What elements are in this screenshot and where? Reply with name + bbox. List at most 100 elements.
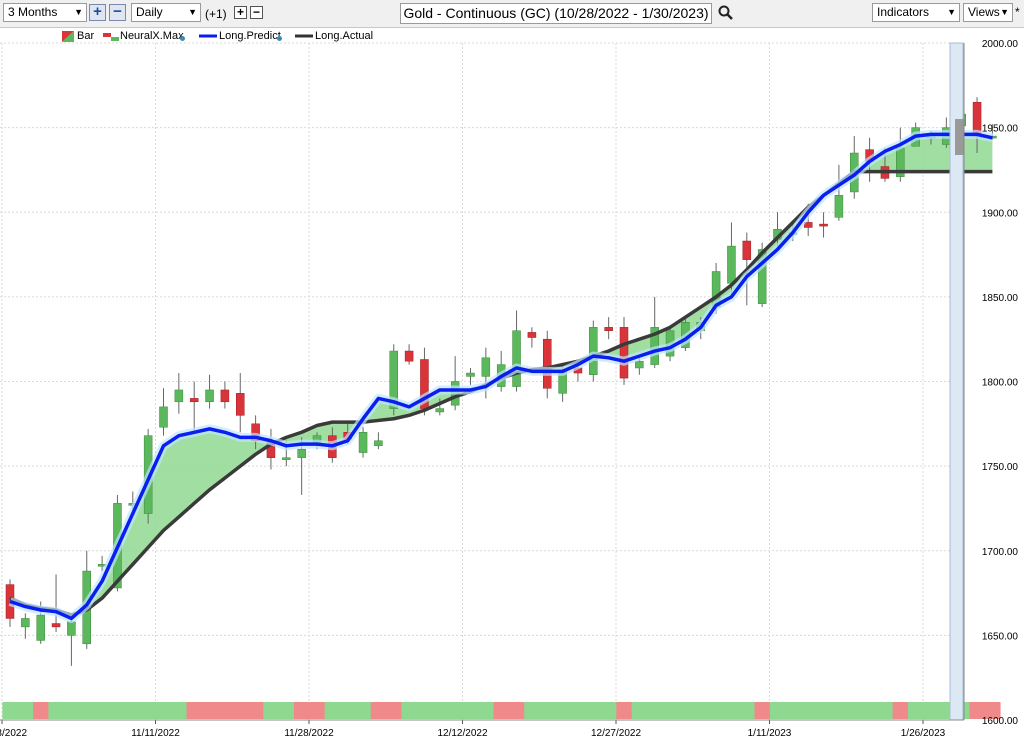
x-tick-label: 10/28/2022 (0, 728, 27, 739)
signal-segment (739, 702, 755, 719)
search-icon[interactable] (718, 5, 734, 21)
legend-neuralx-label: NeuralX.Max (120, 30, 184, 42)
signal-segment (693, 702, 709, 719)
chevron-down-icon: ▼ (947, 7, 956, 17)
signal-segment (677, 702, 694, 719)
x-tick-label: 1/11/2023 (748, 728, 792, 739)
signal-segment (201, 702, 218, 719)
signal-segment (17, 702, 34, 719)
candle-up (21, 618, 30, 628)
candle-up (466, 372, 475, 377)
candle-down (619, 327, 629, 379)
signal-segment (769, 702, 786, 719)
signal-segment (662, 702, 679, 719)
y-tick-label: 1650.00 (982, 631, 1019, 642)
candle-up (36, 614, 45, 641)
candle-up (389, 350, 398, 409)
offset-increase-button[interactable]: + (234, 6, 247, 19)
x-tick-label: 1/26/2023 (901, 728, 946, 739)
candle-down (819, 223, 828, 227)
y-tick-label: 1600.00 (982, 716, 1019, 727)
signal-segment (140, 702, 157, 719)
y-tick-label: 1850.00 (982, 293, 1019, 304)
signal-segment (600, 702, 617, 719)
bar-legend-icon (62, 31, 74, 42)
signal-segment (616, 702, 633, 719)
legend-actual-label: Long.Actual (315, 30, 374, 42)
minus-icon: − (252, 5, 260, 19)
signal-segment (708, 702, 725, 719)
signal-segment (186, 702, 203, 719)
signal-segment (585, 702, 602, 719)
signal-segment (984, 702, 1001, 719)
series-lines (8, 129, 994, 623)
signal-segment (892, 702, 909, 719)
signal-segment (785, 702, 802, 719)
signal-segment (340, 702, 356, 719)
signal-segment (263, 702, 280, 719)
signal-segment (493, 702, 510, 719)
signal-segment (355, 702, 372, 719)
signal-segment (831, 702, 848, 719)
chart-title: Gold - Continuous (GC) (10/28/2022 - 1/3… (403, 5, 709, 21)
signal-segment (278, 702, 295, 719)
signal-segment (324, 702, 341, 719)
signal-segment (846, 702, 863, 719)
plus-icon: + (93, 3, 102, 20)
signal-segment (155, 702, 172, 719)
signal-segment (432, 702, 448, 719)
neuralx-legend-icon (103, 33, 119, 41)
legend-bar-label: Bar (77, 30, 95, 42)
signal-segment (401, 702, 418, 719)
toolbar: 3 Months ▼ + − Daily ▼ (+1) + − Gold - C… (0, 0, 1024, 28)
chart-title-box[interactable]: Gold - Continuous (GC) (10/28/2022 - 1/3… (400, 3, 712, 24)
long-predict-line (9, 132, 993, 621)
y-tick-label: 1750.00 (982, 462, 1019, 473)
scrollbar-thumb (955, 119, 964, 155)
y-tick-label: 1950.00 (982, 124, 1019, 135)
signal-segment (478, 702, 495, 719)
signal-segment (109, 702, 126, 719)
candle-down (404, 350, 414, 362)
signal-segment (232, 702, 249, 719)
signal-segment (508, 702, 525, 719)
range-select-label: 3 Months (8, 5, 58, 19)
signal-segment (2, 702, 19, 719)
signal-segment (631, 702, 648, 719)
views-select[interactable]: Views ▼ (963, 3, 1013, 22)
signal-segment (815, 702, 832, 719)
offset-decrease-button[interactable]: − (250, 6, 263, 19)
range-select[interactable]: 3 Months ▼ (3, 3, 87, 22)
indicators-select[interactable]: Indicators ▼ (872, 3, 960, 22)
y-tick-label: 1700.00 (982, 547, 1019, 558)
interval-select-label: Daily (136, 5, 163, 19)
minus-icon: − (113, 3, 122, 20)
zoom-out-button[interactable]: − (109, 4, 126, 21)
signal-segment (754, 702, 771, 719)
signal-segment (217, 702, 234, 719)
candle-up (159, 406, 168, 428)
signal-segment (171, 702, 188, 719)
asterisk-label: * (1015, 5, 1020, 19)
candle-up (374, 440, 383, 447)
signal-segment (63, 702, 80, 719)
legend-predict-label: Long.Predict (219, 30, 281, 42)
views-select-label: Views (968, 5, 1000, 19)
zoom-in-button[interactable]: + (89, 4, 106, 21)
candle-up (282, 457, 291, 460)
axes: 2000.00 1950.00 1900.00 1850.00 1800.00 1750.… (0, 39, 1018, 739)
interval-select[interactable]: Daily ▼ (131, 3, 201, 22)
signal-segment (969, 702, 986, 719)
signal-segment (554, 702, 571, 719)
signal-segment (48, 702, 65, 719)
y-tick-label: 1900.00 (982, 208, 1019, 219)
chart-grid (0, 42, 963, 721)
candle-down (604, 327, 613, 331)
x-tick-label: 11/28/2022 (284, 728, 334, 739)
offset-label: (+1) (205, 7, 227, 21)
candle-up (635, 360, 644, 369)
chevron-down-icon: ▼ (188, 7, 197, 17)
candle-up (757, 249, 767, 304)
signal-segment (293, 702, 310, 719)
